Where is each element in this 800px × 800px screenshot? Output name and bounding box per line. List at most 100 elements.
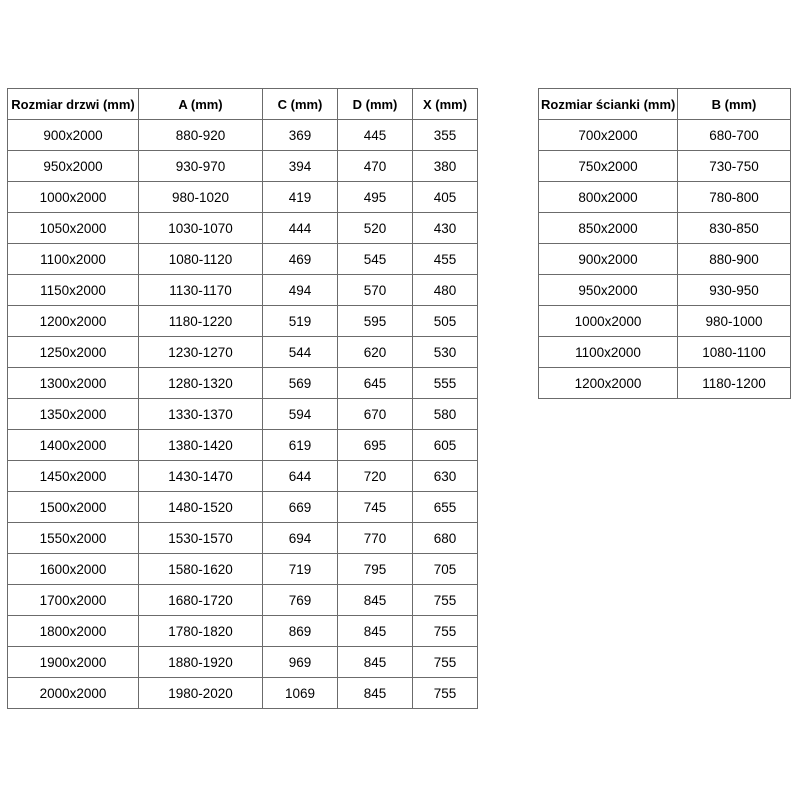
table-cell: 480 [412, 274, 478, 306]
table-cell: 800x2000 [538, 181, 678, 213]
table-cell: 355 [412, 119, 478, 151]
table-cell: 695 [337, 429, 413, 461]
table-cell: 670 [337, 398, 413, 430]
table-cell: 795 [337, 553, 413, 585]
wall-table-header-row: Rozmiar ścianki (mm) B (mm) [538, 88, 791, 120]
table-cell: 1550x2000 [7, 522, 139, 554]
table-row: 850x2000 830-850 [538, 212, 791, 244]
table-row: 1250x2000 1230-1270 544 620 530 [7, 336, 478, 368]
table-cell: 1900x2000 [7, 646, 139, 678]
table-row: 1550x2000 1530-1570 694 770 680 [7, 522, 478, 554]
table-row: 2000x2000 1980-2020 1069 845 755 [7, 677, 478, 709]
table-cell: 869 [262, 615, 338, 647]
table-cell: 1230-1270 [138, 336, 263, 368]
table-cell: 755 [412, 677, 478, 709]
table-row: 1100x2000 1080-1100 [538, 336, 791, 368]
table-cell: 1100x2000 [7, 243, 139, 275]
table-row: 1200x2000 1180-1220 519 595 505 [7, 305, 478, 337]
table-cell: 1430-1470 [138, 460, 263, 492]
table-cell: 1400x2000 [7, 429, 139, 461]
table-cell: 620 [337, 336, 413, 368]
table-cell: 1680-1720 [138, 584, 263, 616]
wall-table-body: 700x2000 680-700 750x2000 730-750 800x2000 78… [538, 119, 791, 399]
table-row: 1600x2000 1580-1620 719 795 705 [7, 553, 478, 585]
table-cell: 755 [412, 646, 478, 678]
table-cell: 900x2000 [7, 119, 139, 151]
column-header: C (mm) [262, 88, 338, 120]
table-row: 1200x2000 1180-1200 [538, 367, 791, 399]
table-cell: 594 [262, 398, 338, 430]
column-header: A (mm) [138, 88, 263, 120]
table-cell: 969 [262, 646, 338, 678]
table-row: 1050x2000 1030-1070 444 520 430 [7, 212, 478, 244]
table-cell: 1800x2000 [7, 615, 139, 647]
table-cell: 645 [337, 367, 413, 399]
table-cell: 605 [412, 429, 478, 461]
table-cell: 1600x2000 [7, 553, 139, 585]
table-row: 1350x2000 1330-1370 594 670 580 [7, 398, 478, 430]
table-cell: 2000x2000 [7, 677, 139, 709]
table-cell: 1980-2020 [138, 677, 263, 709]
table-row: 1500x2000 1480-1520 669 745 655 [7, 491, 478, 523]
table-cell: 1000x2000 [7, 181, 139, 213]
table-cell: 520 [337, 212, 413, 244]
table-cell: 845 [337, 646, 413, 678]
table-cell: 1300x2000 [7, 367, 139, 399]
table-cell: 405 [412, 181, 478, 213]
table-cell: 700x2000 [538, 119, 678, 151]
table-cell: 720 [337, 460, 413, 492]
table-cell: 1780-1820 [138, 615, 263, 647]
table-row: 1150x2000 1130-1170 494 570 480 [7, 274, 478, 306]
table-cell: 544 [262, 336, 338, 368]
table-row: 1800x2000 1780-1820 869 845 755 [7, 615, 478, 647]
table-cell: 569 [262, 367, 338, 399]
table-row: 1000x2000 980-1000 [538, 305, 791, 337]
table-row: 1900x2000 1880-1920 969 845 755 [7, 646, 478, 678]
table-cell: 1280-1320 [138, 367, 263, 399]
table-cell: 930-970 [138, 150, 263, 182]
table-cell: 950x2000 [538, 274, 678, 306]
table-cell: 530 [412, 336, 478, 368]
door-table-body: 900x2000 880-920 369 445 355 950x2000 930-970 3… [7, 119, 478, 709]
table-cell: 630 [412, 460, 478, 492]
table-cell: 494 [262, 274, 338, 306]
table-cell: 694 [262, 522, 338, 554]
table-cell: 644 [262, 460, 338, 492]
table-row: 1700x2000 1680-1720 769 845 755 [7, 584, 478, 616]
table-cell: 444 [262, 212, 338, 244]
table-row: 950x2000 930-970 394 470 380 [7, 150, 478, 182]
table-cell: 950x2000 [7, 150, 139, 182]
table-cell: 850x2000 [538, 212, 678, 244]
table-cell: 580 [412, 398, 478, 430]
table-row: 1400x2000 1380-1420 619 695 605 [7, 429, 478, 461]
table-cell: 1030-1070 [138, 212, 263, 244]
column-header: B (mm) [677, 88, 791, 120]
door-size-table: Rozmiar drzwi (mm) A (mm) C (mm) D (mm) X (m… [7, 88, 478, 709]
table-cell: 545 [337, 243, 413, 275]
table-row: 1100x2000 1080-1120 469 545 455 [7, 243, 478, 275]
table-row: 750x2000 730-750 [538, 150, 791, 182]
column-header: D (mm) [337, 88, 413, 120]
table-cell: 1880-1920 [138, 646, 263, 678]
table-cell: 730-750 [677, 150, 791, 182]
table-cell: 900x2000 [538, 243, 678, 275]
table-cell: 380 [412, 150, 478, 182]
table-row: 900x2000 880-900 [538, 243, 791, 275]
table-cell: 1100x2000 [538, 336, 678, 368]
table-cell: 1069 [262, 677, 338, 709]
table-cell: 845 [337, 584, 413, 616]
table-cell: 419 [262, 181, 338, 213]
table-cell: 1530-1570 [138, 522, 263, 554]
table-cell: 1700x2000 [7, 584, 139, 616]
table-cell: 1130-1170 [138, 274, 263, 306]
table-cell: 1350x2000 [7, 398, 139, 430]
table-cell: 505 [412, 305, 478, 337]
table-cell: 495 [337, 181, 413, 213]
table-cell: 1200x2000 [7, 305, 139, 337]
table-cell: 1150x2000 [7, 274, 139, 306]
table-cell: 980-1020 [138, 181, 263, 213]
table-cell: 830-850 [677, 212, 791, 244]
table-cell: 669 [262, 491, 338, 523]
table-cell: 755 [412, 615, 478, 647]
